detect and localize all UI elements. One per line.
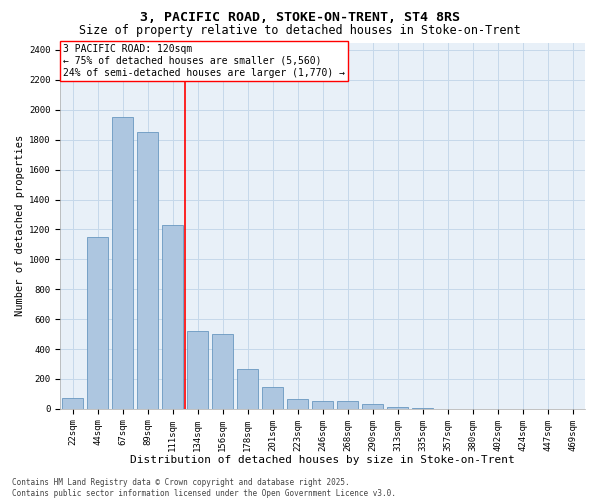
Bar (312, 400, 334, 409)
Text: 3, PACIFIC ROAD, STOKE-ON-TRENT, ST4 8RS: 3, PACIFIC ROAD, STOKE-ON-TRENT, ST4 8RS (140, 11, 460, 24)
Bar (162, 225, 184, 409)
Bar (287, 399, 308, 409)
Bar (387, 408, 408, 409)
Text: 3 PACIFIC ROAD: 120sqm
← 75% of detached houses are smaller (5,560)
24% of semi-: 3 PACIFIC ROAD: 120sqm ← 75% of detached… (63, 44, 345, 78)
Bar (87, 237, 109, 409)
Text: Contains HM Land Registry data © Crown copyright and database right 2025.
Contai: Contains HM Land Registry data © Crown c… (12, 478, 396, 498)
Bar (262, 387, 283, 409)
Bar (237, 369, 259, 409)
Bar (212, 334, 233, 409)
Bar (412, 408, 433, 409)
Bar (62, 398, 83, 409)
Bar (362, 404, 383, 409)
Bar (337, 400, 358, 409)
Bar (112, 118, 133, 409)
Bar (187, 331, 208, 409)
X-axis label: Distribution of detached houses by size in Stoke-on-Trent: Distribution of detached houses by size … (130, 455, 515, 465)
Bar (137, 132, 158, 409)
Text: Size of property relative to detached houses in Stoke-on-Trent: Size of property relative to detached ho… (79, 24, 521, 37)
Y-axis label: Number of detached properties: Number of detached properties (15, 135, 25, 316)
